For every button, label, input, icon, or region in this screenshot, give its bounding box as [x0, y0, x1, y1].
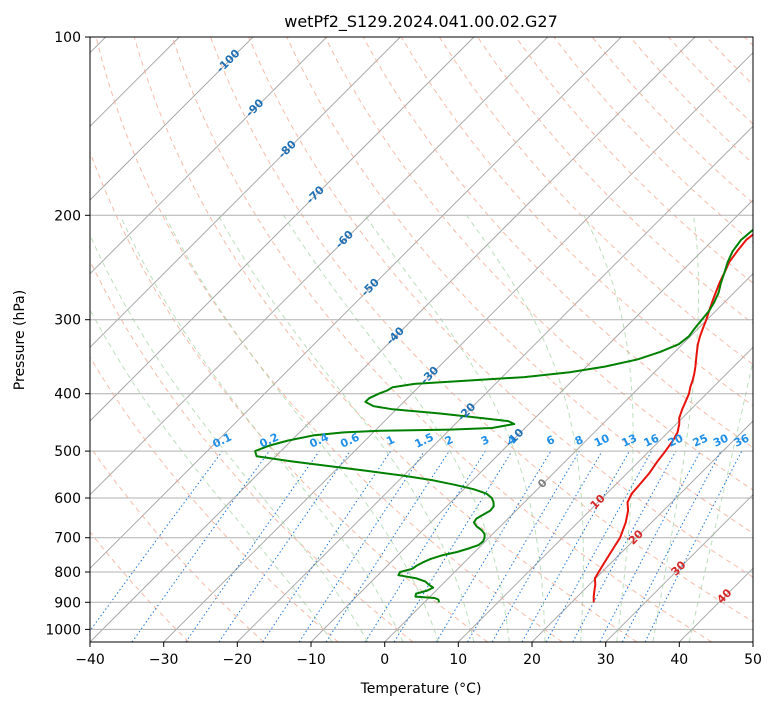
moist-adiabat-line: [364, 215, 546, 642]
mixing-ratio-label: 10: [592, 431, 612, 449]
isotherm-line: [605, 493, 753, 642]
y-tick-label: 700: [54, 531, 81, 547]
isotherm-line: [163, 51, 753, 642]
moist-adiabat-line: [217, 215, 475, 642]
x-axis-title: Temperature (°C): [360, 681, 482, 697]
isotherm-line: [236, 125, 753, 642]
isotherm-line: [90, 37, 549, 496]
y-tick-label: 400: [54, 387, 81, 403]
isotherm-line: [90, 37, 401, 349]
plot-frame: [89, 36, 754, 643]
y-tick-label: 200: [54, 208, 81, 224]
temperature-profile-line: [592, 233, 753, 603]
moist-adiabat-line: [90, 308, 333, 642]
dry-adiabat-line: [90, 356, 339, 642]
mixing-ratio-line: [325, 450, 450, 642]
dry-adiabat-line: [438, 37, 753, 366]
isotherm-line: [531, 420, 753, 642]
moist-adiabat-line: [583, 215, 634, 642]
mixing-ratio-line: [572, 450, 677, 642]
isotherm-line: [457, 346, 753, 642]
mixing-ratio-label: 25: [691, 432, 710, 450]
x-tick-label: −40: [75, 652, 105, 668]
dry-adiabat-line: [95, 37, 563, 642]
dry-adiabat-line: [90, 150, 488, 642]
x-tick-label: 40: [670, 652, 688, 668]
mixing-ratio-label: 13: [620, 432, 639, 450]
dry-adiabat-line: [248, 37, 753, 578]
y-axis-title: Pressure (hPa): [12, 290, 28, 390]
x-tick-label: 0: [380, 652, 389, 668]
pressure-gridlines: [90, 37, 753, 630]
mixing-ratio-line: [262, 450, 392, 642]
mixing-ratio-line: [131, 450, 270, 642]
mixing-ratio-line: [545, 450, 653, 642]
isotherm-line: [90, 37, 475, 422]
mixing-ratio-label: 20: [666, 431, 686, 449]
mixing-ratio-line: [185, 450, 320, 642]
isotherm-line: [90, 37, 696, 642]
dry-adiabat-line: [90, 531, 190, 642]
mixing-ratio-line: [644, 450, 743, 642]
dry-adiabat-line: [133, 37, 638, 642]
moist-adiabat-line: [119, 215, 404, 642]
y-tick-label: 500: [54, 444, 81, 460]
moist-adiabat-line: [164, 215, 439, 642]
chart-title: wetPf2_S129.2024.041.00.02.G27: [284, 12, 558, 32]
y-tick-label: 100: [54, 30, 81, 46]
moist-adiabat-line: [466, 215, 584, 642]
sounding-profiles: [254, 228, 753, 603]
mixing-ratio-label: 16: [642, 431, 662, 449]
dry-adiabat-line: [286, 37, 753, 534]
x-axis: −40 −30 −20 −10 0 10 20 30 40 50: [75, 642, 762, 668]
x-tick-label: 10: [449, 652, 467, 668]
x-tick-label: −30: [149, 652, 179, 668]
x-tick-label: 20: [523, 652, 541, 668]
moist-adiabat-line: [283, 215, 510, 642]
y-tick-label: 600: [54, 491, 81, 507]
x-tick-label: 30: [597, 652, 615, 668]
mixing-ratio-label: 30: [711, 431, 731, 449]
y-axis: 100 200 300 400 500 600 700 800 900 1000: [45, 30, 90, 638]
background-lines: [90, 37, 753, 642]
mixing-ratio-line: [298, 450, 425, 642]
dewpoint-profile-line: [254, 228, 753, 603]
isotherm-line: [90, 37, 622, 570]
y-tick-label: 900: [54, 595, 81, 611]
x-tick-label: −10: [296, 652, 326, 668]
moist-adiabat-line: [688, 358, 753, 642]
dry-adiabat-line: [171, 37, 712, 642]
y-tick-label: 1000: [45, 622, 81, 638]
y-tick-label: 300: [54, 313, 81, 329]
moist-adiabat-line: [90, 233, 369, 642]
dry-adiabat-line: [400, 37, 753, 407]
mixing-ratio-line: [393, 450, 513, 642]
dry-adiabat-line: [90, 445, 264, 642]
y-tick-label: 800: [54, 565, 81, 581]
dry-adiabat-line: [515, 37, 753, 284]
isotherm-line: [90, 37, 254, 201]
mixing-ratio-line: [521, 450, 630, 642]
x-tick-label: 50: [744, 652, 762, 668]
isotherm-line: [384, 272, 753, 642]
isotherm-line: [90, 37, 328, 275]
mixing-ratio-line: [218, 450, 351, 642]
dry-adiabat-line: [210, 37, 753, 623]
dry-adiabat-line: [90, 259, 414, 642]
x-tick-label: −20: [223, 652, 253, 668]
mixing-ratio-label: 36: [732, 431, 752, 449]
mixing-ratio-line: [90, 450, 223, 632]
